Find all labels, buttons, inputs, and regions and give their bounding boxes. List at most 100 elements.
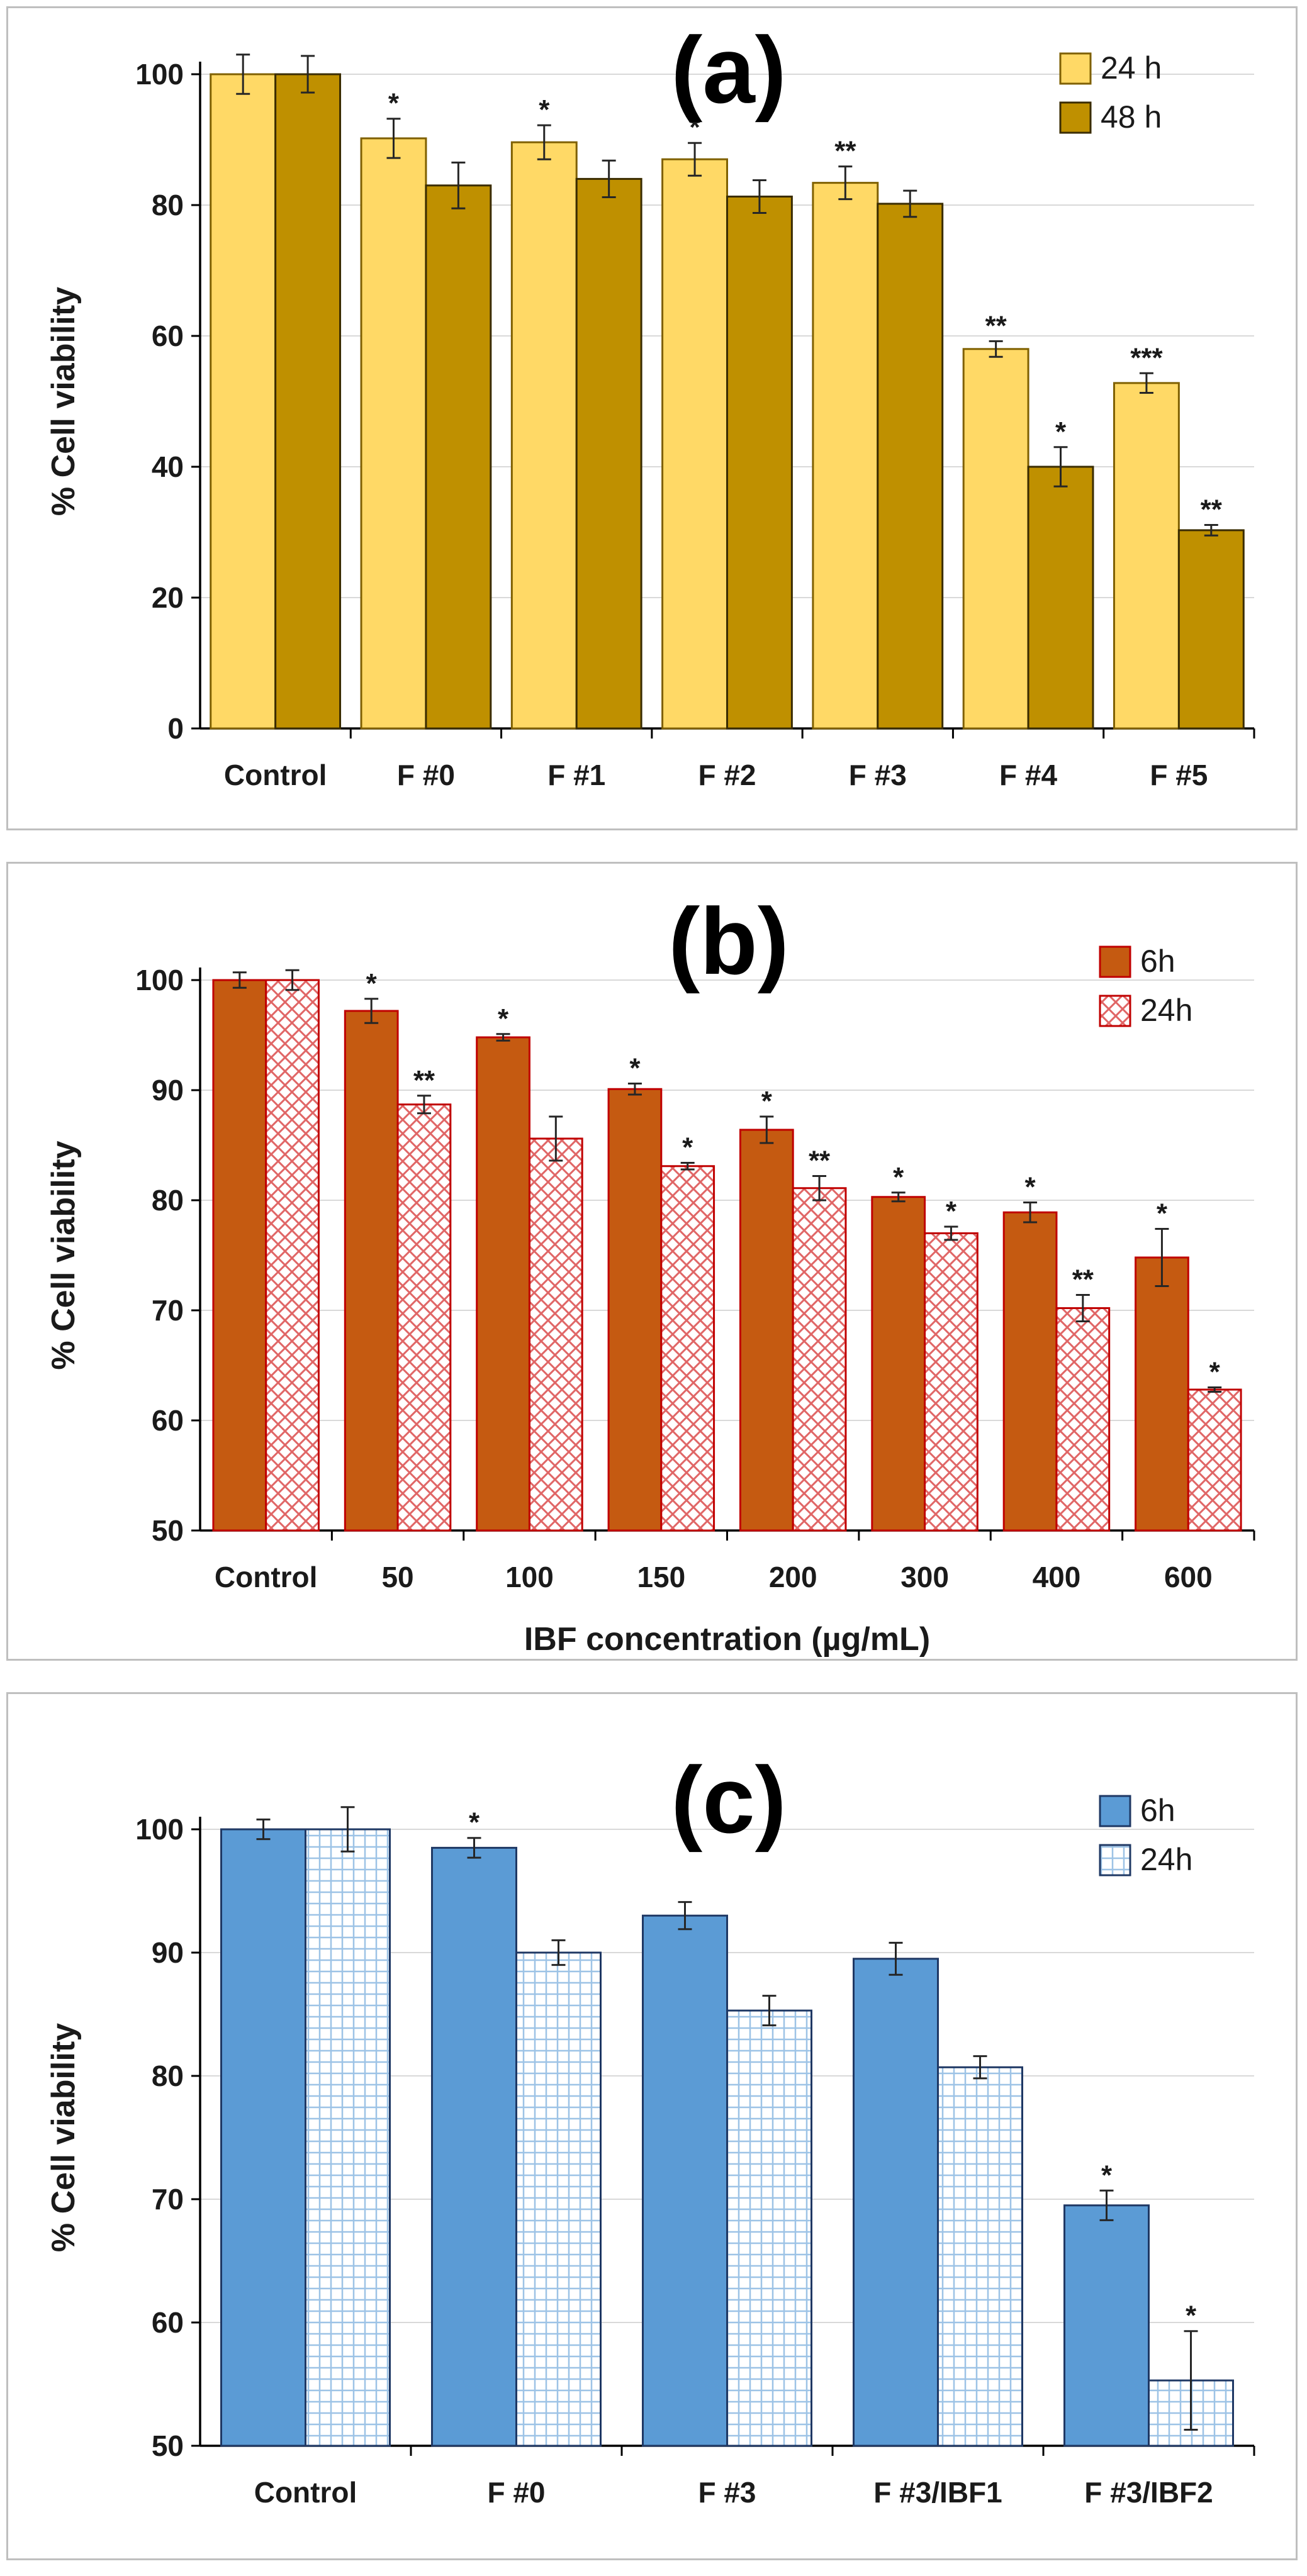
bar-6h-F3IBF1 xyxy=(853,1958,939,2447)
bar-48h-F2 xyxy=(726,195,793,730)
panel-label: (c) xyxy=(671,1747,786,1853)
significance-label: * xyxy=(1101,2160,1113,2190)
x-tick-label: F #0 xyxy=(397,759,455,791)
x-tick-label: F #3/IBF1 xyxy=(873,2476,1002,2509)
y-tick-label: 80 xyxy=(152,1184,184,1217)
legend-swatch xyxy=(1059,101,1092,134)
bar-6h-Control xyxy=(220,1828,306,2447)
y-axis-title: % Cell viability xyxy=(45,287,82,516)
chart-c-svg: 50 60 70 80 90 100 Control * F #0 F #3 F #3/IBF1 * *… xyxy=(45,1747,1255,2509)
x-tick-label: F #3 xyxy=(849,759,907,791)
y-tick-label: 0 xyxy=(167,712,184,745)
legend-label: 48 h xyxy=(1101,99,1162,135)
bar-6h-600 xyxy=(1135,1256,1189,1532)
significance-label: * xyxy=(689,112,700,143)
y-tick-label: 60 xyxy=(152,2306,184,2339)
bar-24h-Control xyxy=(265,979,320,1532)
bar-24h-400 xyxy=(1055,1307,1111,1532)
significance-label: * xyxy=(1186,2300,1197,2331)
y-tick-label: 80 xyxy=(152,189,184,221)
chart-a-svg: 0 20 40 60 80 100 Control * F #0 * F #1 * F #2 ** F #3… xyxy=(45,17,1255,791)
x-tick-label: 400 xyxy=(1033,1561,1081,1593)
legend-label: 24h xyxy=(1140,993,1192,1028)
significance-label: ** xyxy=(413,1065,435,1096)
y-tick-label: 100 xyxy=(135,58,184,91)
y-tick-label: 60 xyxy=(152,1404,184,1437)
legend-swatch xyxy=(1099,1795,1131,1827)
significance-label: * xyxy=(761,1086,773,1117)
bar-6h-F3IBF2 xyxy=(1063,2204,1150,2447)
y-tick-label: 20 xyxy=(152,581,184,614)
legend-swatch xyxy=(1099,1844,1131,1876)
x-tick-label: 150 xyxy=(637,1561,685,1593)
y-tick-label: 40 xyxy=(152,450,184,483)
x-tick-label: F #3 xyxy=(698,2476,756,2509)
bar-6h-50 xyxy=(344,1010,399,1532)
bar-24h-600 xyxy=(1187,1388,1242,1532)
bar-24h-50 xyxy=(396,1103,452,1532)
bar-6h-300 xyxy=(871,1196,926,1532)
bar-48h-F1 xyxy=(575,177,642,730)
y-tick-label: 80 xyxy=(152,2060,184,2092)
y-axis-title: % Cell viability xyxy=(45,2023,82,2252)
bar-24h-F3 xyxy=(812,182,879,730)
significance-label: * xyxy=(388,88,400,119)
bar-24h-Control xyxy=(210,73,277,730)
x-tick-label: 300 xyxy=(900,1561,949,1593)
chart-panel-a: 0 20 40 60 80 100 Control * F #0 * F #1 * F #2 ** F #3… xyxy=(6,6,1298,830)
bar-24h-F1 xyxy=(510,141,578,730)
significance-label: ** xyxy=(1201,494,1223,525)
x-tick-label: F #3/IBF2 xyxy=(1084,2476,1213,2509)
x-tick-label: F #4 xyxy=(999,759,1057,791)
chart-b-svg: 5060708090100Control***50*100**150***200… xyxy=(45,888,1255,1658)
panel-label: (a) xyxy=(671,17,786,123)
bar-6h-100 xyxy=(476,1036,530,1532)
bar-24h-300 xyxy=(924,1232,979,1532)
significance-label: * xyxy=(893,1162,904,1193)
significance-label: * xyxy=(539,94,550,125)
bar-6h-150 xyxy=(607,1088,663,1532)
x-tick-label: F #0 xyxy=(487,2476,545,2509)
panel-label: (b) xyxy=(668,888,789,994)
x-tick-label: Control xyxy=(254,2476,357,2509)
x-tick-label: 100 xyxy=(505,1561,554,1593)
significance-label: * xyxy=(1025,1172,1036,1203)
significance-label: ** xyxy=(809,1146,831,1176)
bar-6h-F3 xyxy=(642,1914,728,2447)
legend-label: 6h xyxy=(1140,944,1175,979)
bar-24h-F4 xyxy=(962,348,1029,730)
bar-24h-F0 xyxy=(360,137,427,730)
significance-label: * xyxy=(469,1807,480,1838)
bar-24h-100 xyxy=(528,1137,583,1532)
significance-label: * xyxy=(366,968,378,999)
bar-6h-200 xyxy=(739,1129,794,1532)
y-tick-label: 50 xyxy=(152,1514,184,1547)
bar-24h-Control xyxy=(305,1828,391,2447)
significance-label: * xyxy=(629,1053,641,1084)
significance-label: * xyxy=(946,1196,957,1227)
x-tick-label: Control xyxy=(224,759,327,791)
y-tick-label: 50 xyxy=(152,2429,184,2462)
bar-48h-F3 xyxy=(877,203,944,730)
significance-label: * xyxy=(498,1003,509,1034)
x-tick-label: 600 xyxy=(1164,1561,1213,1593)
bar-6h-400 xyxy=(1002,1211,1058,1532)
bar-24h-F5 xyxy=(1113,382,1180,730)
y-tick-label: 70 xyxy=(152,1294,184,1327)
x-tick-label: F #2 xyxy=(698,759,756,791)
x-tick-label: 200 xyxy=(769,1561,817,1593)
significance-label: * xyxy=(682,1132,693,1163)
bar-48h-F0 xyxy=(425,184,492,730)
bar-24h-F3 xyxy=(726,2009,812,2447)
y-tick-label: 90 xyxy=(152,1074,184,1107)
legend-swatch xyxy=(1099,945,1131,978)
legend-label: 24 h xyxy=(1101,50,1162,86)
significance-label: *** xyxy=(1130,342,1163,373)
x-tick-label: Control xyxy=(215,1561,318,1593)
legend-swatch xyxy=(1099,995,1131,1027)
bar-6h-F0 xyxy=(431,1846,517,2447)
significance-label: * xyxy=(1209,1357,1221,1388)
significance-label: * xyxy=(1055,416,1067,447)
legend-label: 24h xyxy=(1140,1842,1192,1877)
legend-label: 6h xyxy=(1140,1793,1175,1828)
